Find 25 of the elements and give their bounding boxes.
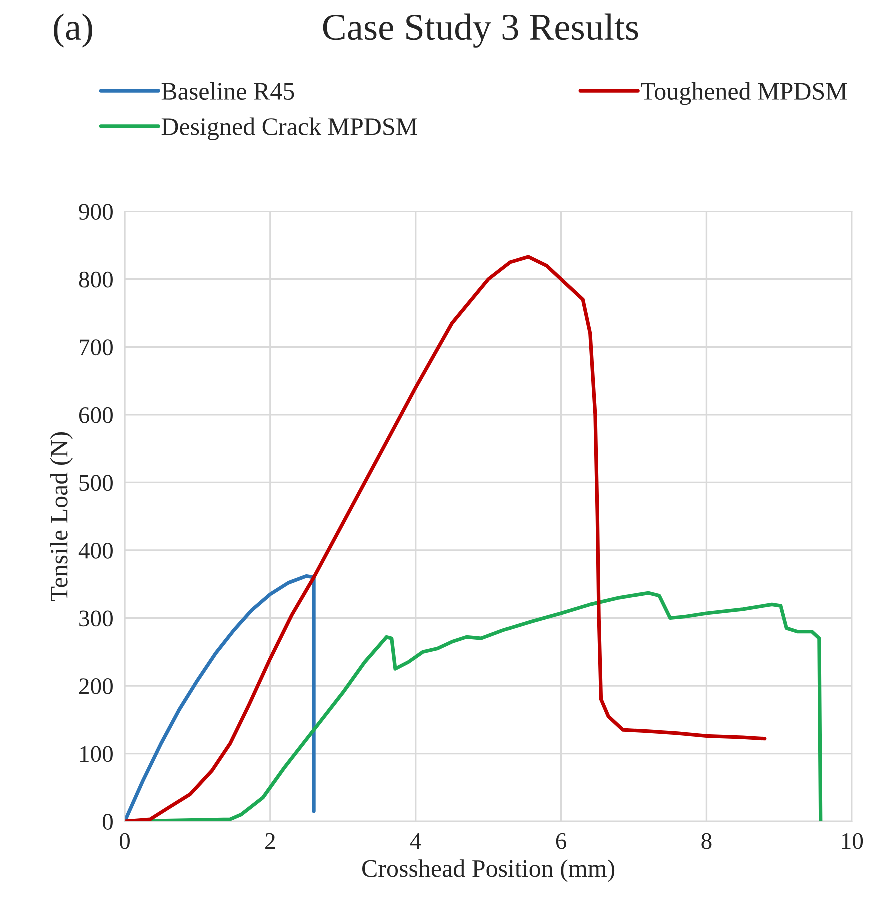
y-tick-label: 800 xyxy=(79,272,113,288)
x-axis-title: Crosshead Position (mm) xyxy=(362,860,615,882)
x-tick-label: 4 xyxy=(410,834,422,850)
line-series xyxy=(124,255,767,822)
y-axis-title: Tensile Load (N) xyxy=(50,432,73,602)
y-tick-label: 600 xyxy=(79,407,113,424)
y-tick-label: 400 xyxy=(78,542,113,559)
text: (a) xyxy=(54,14,92,48)
x-tick-label: 0 xyxy=(120,833,130,850)
y-tick-label: 200 xyxy=(79,678,113,694)
x-tick-label: 8 xyxy=(702,833,712,850)
legend-label: Baseline R45 xyxy=(162,82,294,100)
legend-label: Designed Crack MPDSM xyxy=(162,118,418,141)
y-tick-label: 700 xyxy=(80,340,113,356)
legend-label: Toughened MPDSM xyxy=(641,82,848,106)
y-tick-label: 500 xyxy=(80,475,113,492)
line-series xyxy=(124,574,316,822)
y-tick-label: 300 xyxy=(80,610,113,627)
chart-title: Case Study 3 Results xyxy=(323,14,638,48)
y-tick-label: 0 xyxy=(102,814,113,830)
y-tick-label: 100 xyxy=(80,746,113,762)
x-tick-label: 6 xyxy=(556,833,566,850)
y-tick-label: 900 xyxy=(79,204,113,220)
x-tick-label: 2 xyxy=(266,833,276,850)
x-tick-label: 10 xyxy=(842,833,864,850)
